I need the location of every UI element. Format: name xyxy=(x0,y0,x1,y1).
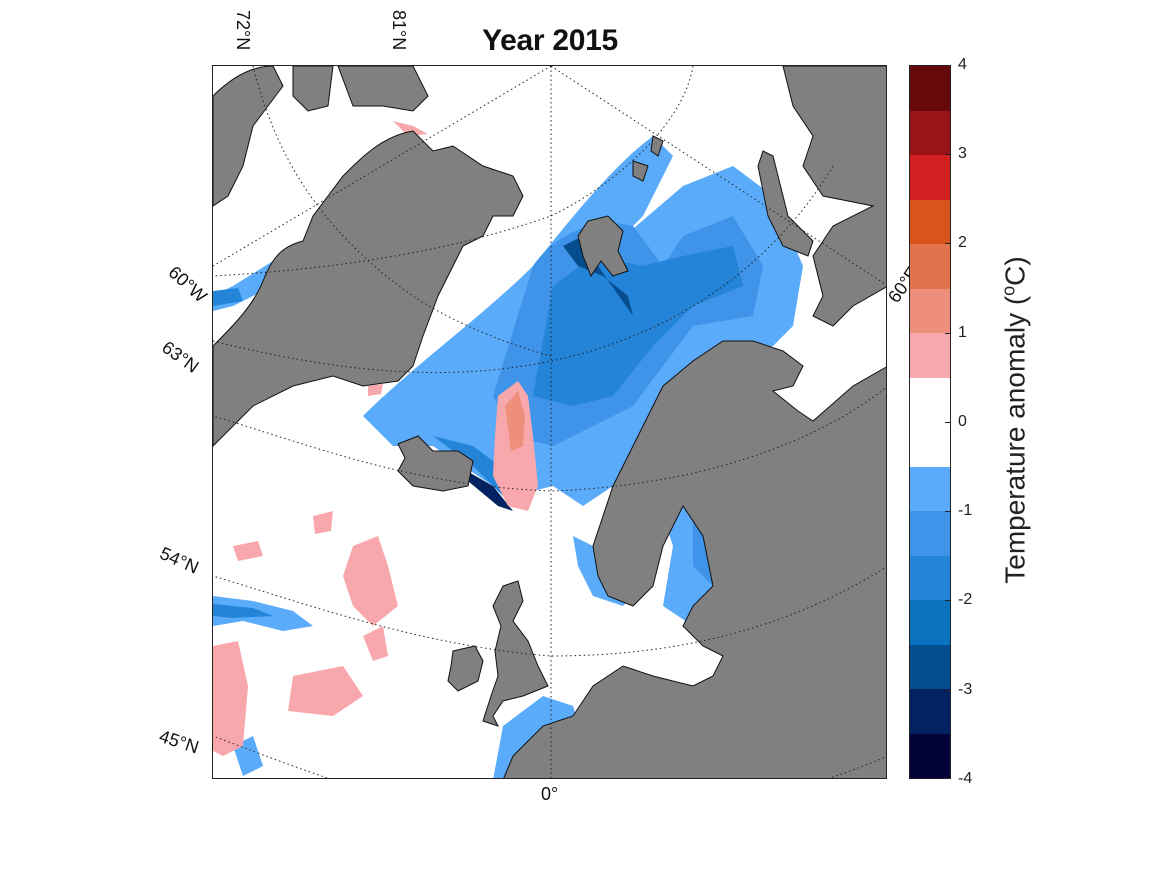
colorbar-tickmark xyxy=(945,422,951,423)
scandinavia-europe xyxy=(503,340,886,778)
colorbar-tick-label: 0 xyxy=(958,413,967,430)
anomaly-map xyxy=(212,65,887,779)
colorbar-tick-label: 1 xyxy=(958,324,967,341)
colorbar-segment xyxy=(910,644,950,689)
lat-label-45n: 45°N xyxy=(156,726,202,758)
colorbar-label: Temperature anomaly (oC) xyxy=(998,256,1031,583)
colorbar-segment xyxy=(910,110,950,155)
land-layer xyxy=(213,66,886,778)
colorbar-tickmark xyxy=(945,154,951,155)
colorbar-tick-label: -3 xyxy=(958,681,973,698)
iceland xyxy=(397,435,474,492)
colorbar-tickmark xyxy=(945,333,951,334)
map-canvas xyxy=(213,66,886,778)
colorbar-segment xyxy=(910,466,950,511)
svalbard xyxy=(577,215,629,278)
great-britain xyxy=(482,580,549,727)
ireland xyxy=(447,645,484,692)
colorbar-segment xyxy=(910,733,950,778)
colorbar-segment xyxy=(910,333,950,378)
colorbar-label-unit: C) xyxy=(999,256,1031,286)
colorbar-segment xyxy=(910,155,950,200)
colorbar-tick-label: 3 xyxy=(958,145,967,162)
colorbar-tick-label: -2 xyxy=(958,591,973,608)
colorbar-segment xyxy=(910,422,950,467)
colorbar-segment xyxy=(910,600,950,645)
colorbar-tickmark xyxy=(945,511,951,512)
colorbar-segment xyxy=(910,689,950,734)
colorbar-segment xyxy=(910,511,950,556)
lat-label-63n: 63°N xyxy=(158,337,203,377)
figure-title: Year 2015 xyxy=(482,24,618,57)
colorbar-tickmark xyxy=(945,243,951,244)
colorbar-tick-label: -4 xyxy=(958,770,973,787)
colorbar-segment xyxy=(910,199,950,244)
colorbar xyxy=(909,65,951,779)
warm-anomaly-layer xyxy=(213,121,538,756)
colorbar-tick-label: -1 xyxy=(958,502,973,519)
colorbar-tickmark xyxy=(945,690,951,691)
colorbar-segment xyxy=(910,555,950,600)
lon-label-0: 0° xyxy=(541,784,559,804)
colorbar-tick-label: 2 xyxy=(958,234,967,251)
novaya-zemlya xyxy=(757,150,814,257)
colorbar-tick-label: 4 xyxy=(958,56,967,73)
lat-label-54n: 54°N xyxy=(156,543,202,578)
colorbar-label-text: Temperature anomaly ( xyxy=(999,295,1031,584)
colorbar-tickmark xyxy=(945,778,951,779)
lat-label-72n: 72°N xyxy=(233,10,253,51)
lon-label-60w: 60°W xyxy=(164,262,211,307)
colorbar-segment xyxy=(910,244,950,289)
colorbar-segment xyxy=(910,66,950,111)
graticule xyxy=(213,66,886,778)
degree-superscript: o xyxy=(998,285,1019,296)
lat-label-81n: 81°N xyxy=(389,10,409,51)
colorbar-tickmark xyxy=(945,65,951,66)
colorbar-segment xyxy=(910,377,950,422)
colorbar-segment xyxy=(910,288,950,333)
greenland xyxy=(213,130,524,447)
colorbar-tickmark xyxy=(945,600,951,601)
